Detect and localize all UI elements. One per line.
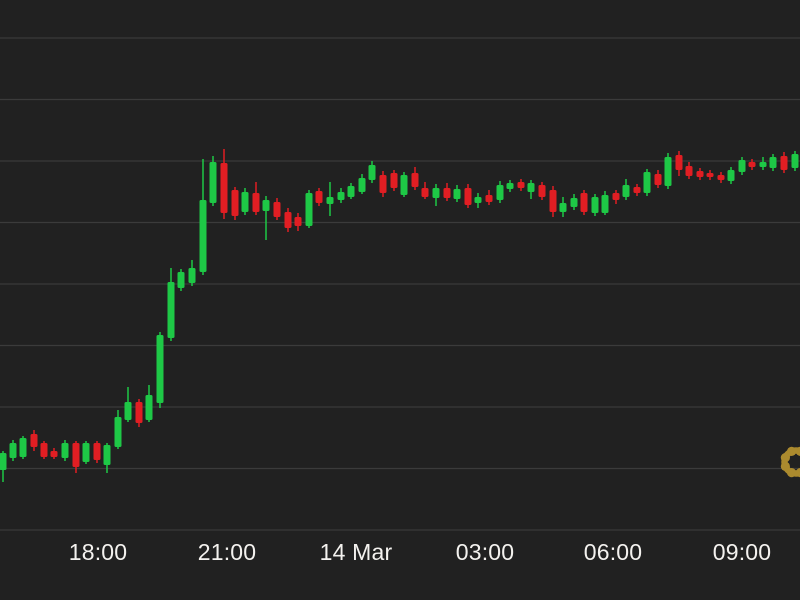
- candle-body: [135, 402, 143, 423]
- candle-body: [284, 212, 292, 228]
- candle-body: [496, 185, 504, 200]
- x-axis-label: 03:00: [456, 539, 515, 565]
- candle-body: [591, 197, 599, 213]
- candle-body: [262, 200, 270, 211]
- candle-body: [685, 166, 693, 176]
- candle-body: [9, 443, 17, 458]
- candle-body: [411, 173, 419, 187]
- candle-body: [559, 203, 567, 212]
- candle-body: [706, 173, 714, 177]
- x-axis-label: 21:00: [198, 539, 257, 565]
- candle-body: [347, 186, 355, 197]
- candle-body: [527, 183, 535, 192]
- candle-body: [294, 217, 302, 226]
- candle-body: [61, 443, 69, 458]
- candle-body: [390, 173, 398, 188]
- candle-body: [82, 443, 90, 462]
- candle-body: [72, 443, 80, 467]
- candle-body: [241, 192, 249, 212]
- candle-body: [199, 200, 207, 272]
- candle-body: [474, 197, 482, 203]
- candle-body: [538, 185, 546, 197]
- candle-body: [485, 195, 493, 202]
- coindesk-logo-dot: [780, 452, 790, 463]
- candle-body: [400, 175, 408, 195]
- candle-body: [769, 157, 777, 168]
- candle-body: [549, 190, 557, 212]
- candle-body: [30, 434, 38, 447]
- candle-body: [252, 193, 260, 212]
- candle-body: [167, 282, 175, 338]
- candle-body: [40, 443, 48, 457]
- candle-body: [696, 171, 704, 177]
- coindesk-logo-dot: [795, 446, 800, 456]
- candle-body: [145, 395, 153, 420]
- coindesk-logo-icon: [780, 446, 800, 478]
- candle-body: [220, 163, 228, 213]
- gridlines: [0, 37, 800, 531]
- coindesk-logo-dot: [786, 468, 797, 478]
- x-axis-labels: 18:00 21:00 14 Mar 03:00 06:00 09:00: [69, 539, 772, 565]
- candle-body: [19, 438, 27, 457]
- candle-body: [379, 175, 387, 193]
- candle-body: [601, 195, 609, 213]
- candle-body: [177, 272, 185, 288]
- candle-body: [759, 162, 767, 167]
- candle-body: [664, 157, 672, 186]
- candle-body: [124, 402, 132, 420]
- candle-body: [188, 268, 196, 283]
- candle-body: [209, 162, 217, 203]
- candle-body: [337, 192, 345, 200]
- candle-body: [93, 443, 101, 460]
- x-axis-label: 14 Mar: [320, 539, 393, 565]
- candle-body: [50, 451, 58, 457]
- candle-body: [654, 174, 662, 185]
- candle-body: [368, 165, 376, 180]
- candle-body: [358, 178, 366, 192]
- candle-body: [580, 193, 588, 212]
- coindesk-logo-dot: [780, 461, 790, 472]
- candle-body: [114, 417, 122, 447]
- candle-body: [326, 197, 334, 204]
- candle-body: [443, 188, 451, 198]
- x-axis-label: 09:00: [713, 539, 772, 565]
- candle-body: [748, 162, 756, 167]
- candle-body: [780, 156, 788, 170]
- candle-body: [622, 185, 630, 197]
- candle-body: [791, 154, 799, 168]
- candle-body: [231, 190, 239, 216]
- candle-body: [717, 175, 725, 180]
- candle-body: [727, 170, 735, 181]
- candle-body: [273, 202, 281, 217]
- candle-body: [453, 189, 461, 199]
- candle-body: [464, 188, 472, 205]
- candle-body: [305, 193, 313, 226]
- candle-body: [738, 160, 746, 172]
- candle-body: [506, 183, 514, 189]
- candle-body: [421, 188, 429, 197]
- candle-body: [432, 188, 440, 198]
- coindesk-logo-dot: [786, 446, 797, 456]
- candle-body: [517, 182, 525, 188]
- candle-body: [570, 198, 578, 207]
- x-axis-label: 18:00: [69, 539, 128, 565]
- candle-body: [633, 187, 641, 193]
- candle-body: [103, 445, 111, 465]
- candle-body: [156, 335, 164, 403]
- candle-body: [315, 191, 323, 203]
- x-axis-label: 06:00: [584, 539, 643, 565]
- candles-layer: [0, 149, 799, 482]
- coindesk-logo-dot: [795, 468, 800, 478]
- candle-body: [675, 155, 683, 170]
- candle-body: [612, 193, 620, 200]
- candle-body: [0, 453, 7, 470]
- candle-body: [643, 172, 651, 193]
